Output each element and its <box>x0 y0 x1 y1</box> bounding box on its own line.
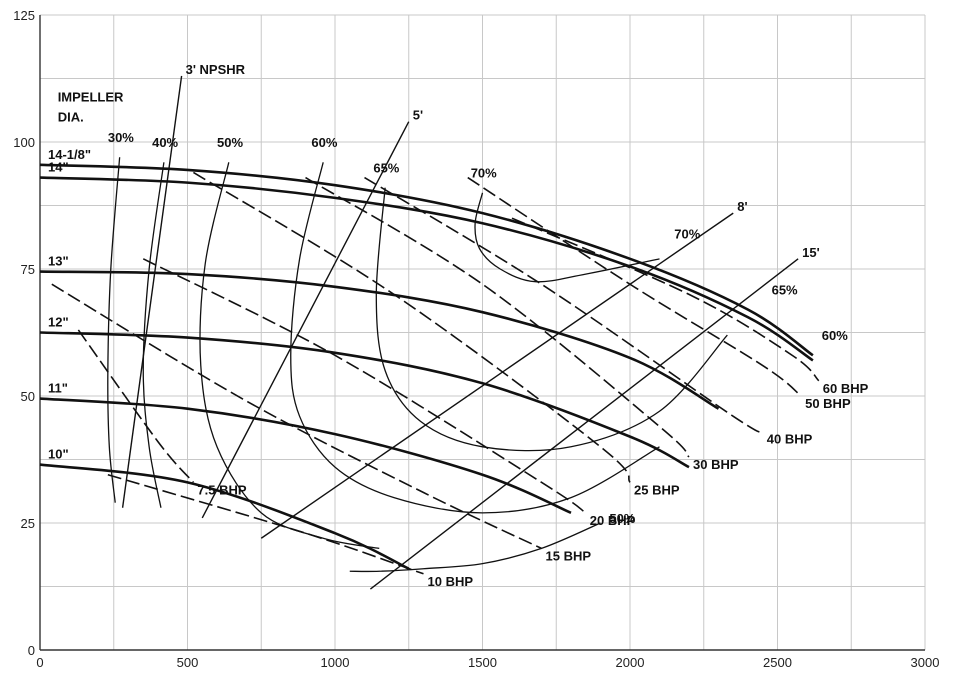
npsh-label-1: 5' <box>413 108 423 123</box>
bhp-line-3 <box>142 258 587 514</box>
y-tick-label: 100 <box>13 135 35 150</box>
x-tick-label: 500 <box>177 655 199 670</box>
bhp-line-5 <box>305 176 690 458</box>
npsh-line-1 <box>201 121 410 519</box>
efficiency-label-0: 30% <box>108 130 134 145</box>
efficiency-label-2: 50% <box>217 135 243 150</box>
bhp-line-0 <box>77 329 195 483</box>
efficiency-end-label-2: 60% <box>822 328 848 343</box>
efficiency-label-5: 70% <box>471 166 497 181</box>
head-curve-4 <box>39 397 572 515</box>
impeller-label-0: 14-1/8" <box>48 147 91 162</box>
head-curve-0 <box>39 163 814 357</box>
x-tick-label: 0 <box>36 655 43 670</box>
efficiency-end-label-0: 70% <box>674 227 700 242</box>
y-tick-label: 0 <box>28 643 35 658</box>
efficiency-label-3: 60% <box>311 135 337 150</box>
efficiency-label-1: 40% <box>152 135 178 150</box>
bhp-line-8 <box>511 217 820 382</box>
bhp-line-1 <box>107 473 424 575</box>
x-tick-label: 1500 <box>468 655 497 670</box>
head-curve-3 <box>39 331 690 469</box>
impeller-label-4: 11" <box>48 381 68 396</box>
efficiency-curve-1 <box>142 162 165 508</box>
npsh-line-0 <box>121 75 183 508</box>
npsh-line-3 <box>369 258 799 590</box>
impeller-label-5: 10" <box>48 447 69 462</box>
y-tick-label: 50 <box>21 389 35 404</box>
bhp-label-5: 30 BHP <box>693 457 739 472</box>
efficiency-curve-3 <box>290 162 660 514</box>
bhp-label-8: 60 BHP <box>823 381 869 396</box>
efficiency-label-4: 65% <box>373 160 399 175</box>
impeller-header-dia: DIA. <box>58 110 84 125</box>
efficiency-curve-2 <box>199 162 380 550</box>
bhp-line-4 <box>192 171 631 483</box>
efficiency-curve-6 <box>349 522 601 573</box>
efficiency-end-label-1: 65% <box>772 282 798 297</box>
npsh-label-3: 15' <box>802 245 820 260</box>
head-curve-5 <box>39 463 410 570</box>
bhp-label-1: 10 BHP <box>428 574 474 589</box>
impeller-label-1: 14" <box>48 160 69 175</box>
bhp-label-0: 7.5 BHP <box>197 482 246 497</box>
efficiency-curve-4 <box>375 187 728 452</box>
bhp-label-4: 25 BHP <box>634 482 680 497</box>
bhp-label-6: 40 BHP <box>767 432 813 447</box>
bhp-line-6 <box>364 176 764 434</box>
x-tick-label: 2500 <box>763 655 792 670</box>
impeller-label-3: 12" <box>48 315 69 330</box>
bhp-line-2 <box>51 283 542 550</box>
head-curve-1 <box>39 176 814 362</box>
bhp-label-7: 50 BHP <box>805 396 851 411</box>
efficiency-curve-0 <box>107 157 121 503</box>
efficiency-curve-5 <box>474 192 660 283</box>
head-curve-2 <box>39 270 720 410</box>
npsh-label-2: 8' <box>737 199 747 214</box>
y-tick-label: 125 <box>13 8 35 23</box>
bhp-label-2: 15 BHP <box>546 548 592 563</box>
x-tick-label: 2000 <box>616 655 645 670</box>
bhp-line-7 <box>467 176 802 397</box>
x-tick-label: 3000 <box>911 655 940 670</box>
y-tick-label: 75 <box>21 262 35 277</box>
efficiency-label-6: 50% <box>609 511 635 526</box>
npsh-label-0: 3' NPSHR <box>186 62 246 77</box>
x-tick-label: 1000 <box>321 655 350 670</box>
bhp-label-3: 20 BHP <box>590 513 636 528</box>
y-tick-label: 25 <box>21 516 35 531</box>
impeller-label-2: 13" <box>48 254 69 269</box>
impeller-header: IMPELLER <box>58 89 124 104</box>
